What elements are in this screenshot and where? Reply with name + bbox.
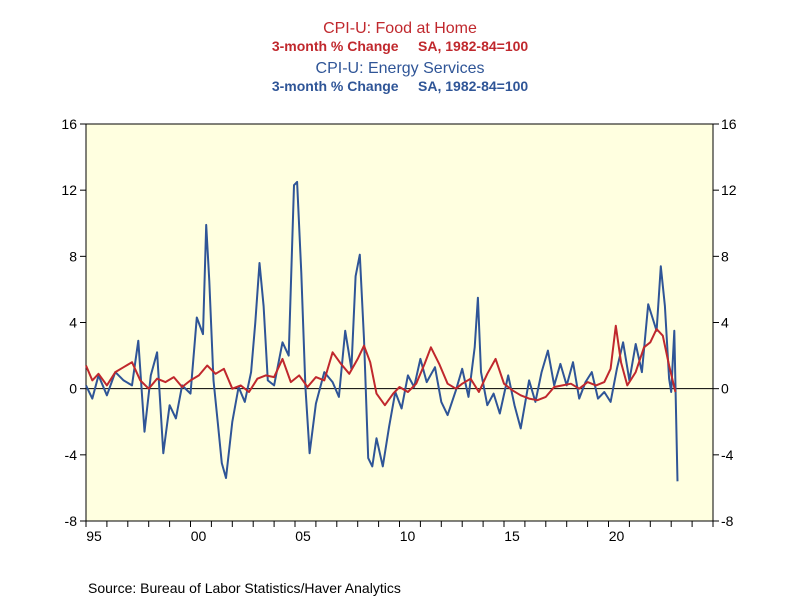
y-tick-label-left: 0 [69, 381, 77, 397]
y-tick-label-left: -4 [65, 447, 78, 463]
x-tick-label: 95 [86, 528, 102, 544]
y-tick-label-left: 12 [61, 182, 77, 198]
chart-title-1: CPI-U: Food at Home [323, 20, 477, 37]
y-tick-label-right: 16 [721, 116, 737, 132]
series-group [85, 180, 679, 482]
source-note: Source: Bureau of Labor Statistics/Haver… [88, 580, 401, 596]
chart-subtitle-1: 3-month % Change SA, 1982-84=100 [271, 38, 529, 54]
y-tick-label-right: 4 [721, 315, 729, 331]
x-tick-label: 00 [191, 528, 207, 544]
series-line-food-at-home [85, 324, 677, 407]
series-line-energy-services [85, 180, 679, 482]
y-tick-label-left: 4 [69, 315, 77, 331]
x-tick-label: 15 [504, 528, 520, 544]
x-tick-label: 05 [295, 528, 311, 544]
y-tick-label-right: 12 [721, 182, 737, 198]
x-tick-label: 10 [400, 528, 416, 544]
y-tick-label-left: 16 [61, 116, 77, 132]
y-tick-label-left: -8 [65, 513, 78, 529]
plot-area [85, 123, 714, 522]
y-tick-label-right: 0 [721, 381, 729, 397]
y-tick-label-right: -4 [721, 447, 734, 463]
chart-title-2: CPI-U: Energy Services [315, 60, 485, 77]
y-tick-label-left: 8 [69, 248, 77, 264]
x-tick-label: 20 [609, 528, 625, 544]
chart-subtitle-2: 3-month % Change SA, 1982-84=100 [271, 78, 529, 94]
y-tick-label-right: -8 [721, 513, 734, 529]
y-tick-label-right: 8 [721, 248, 729, 264]
